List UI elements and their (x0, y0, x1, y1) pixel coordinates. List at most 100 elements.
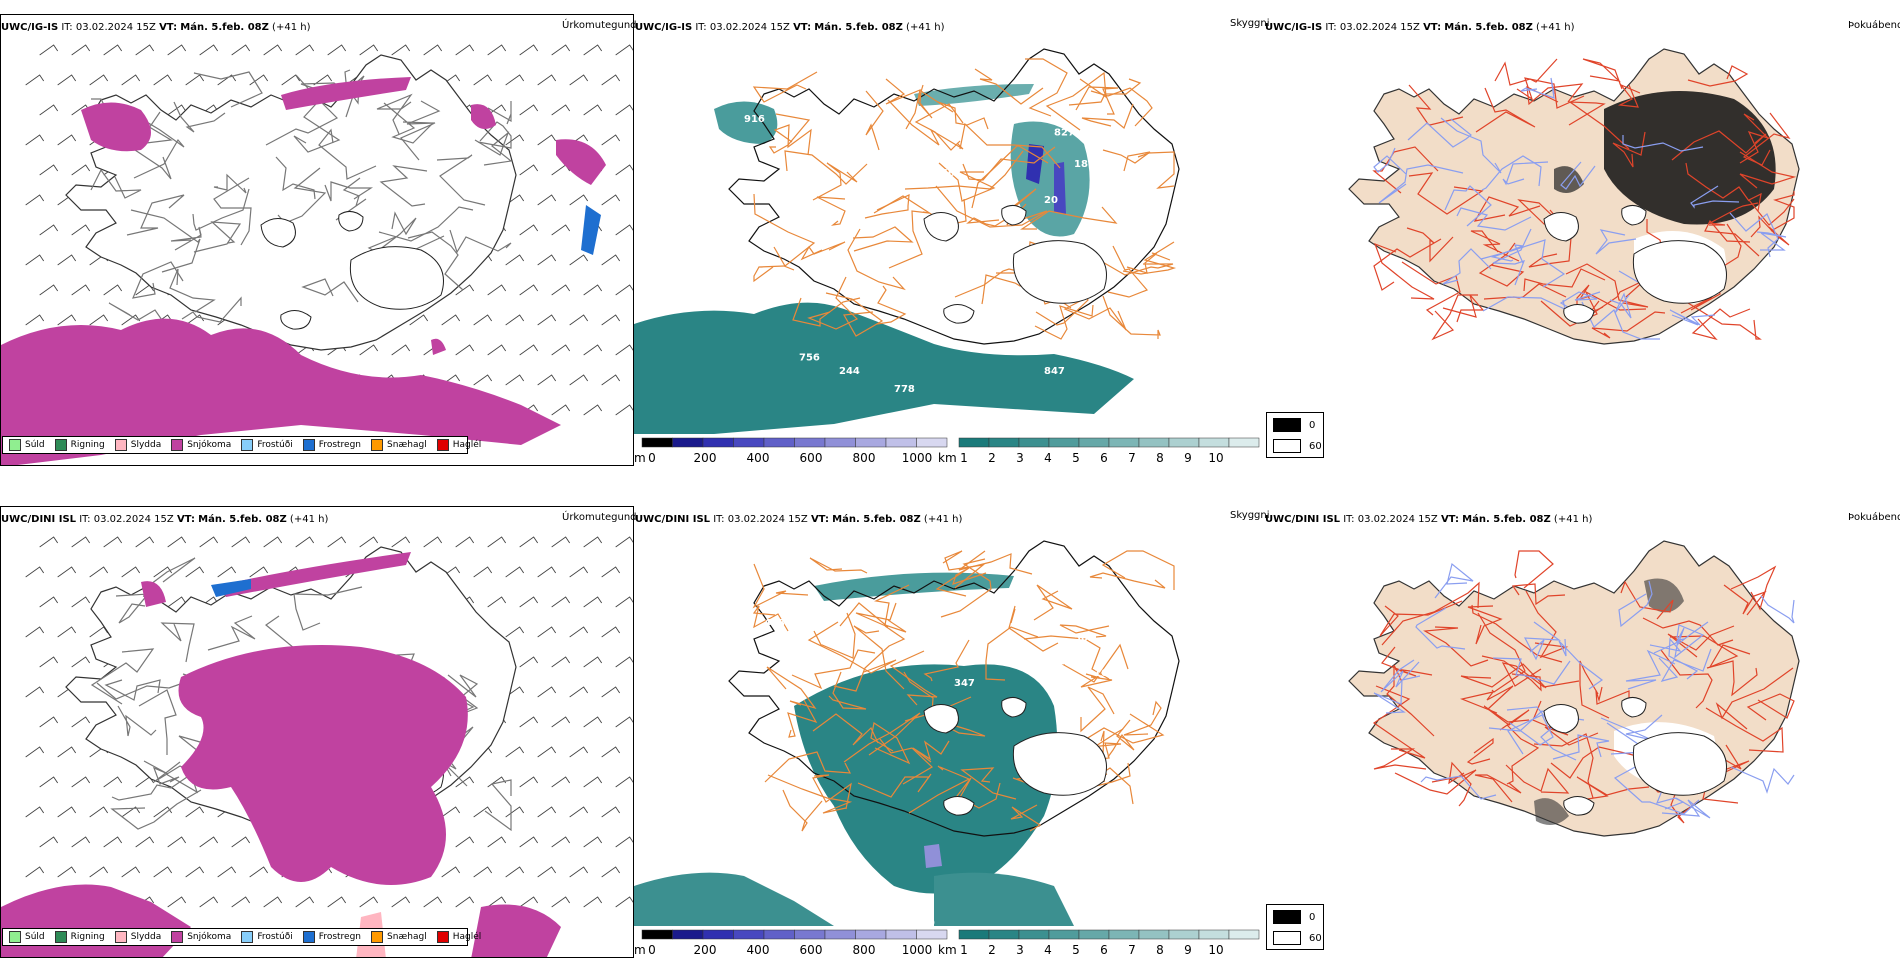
panel-title: Skyggni (1230, 510, 1270, 521)
scale-swatch (824, 929, 856, 940)
legend-swatch (114, 439, 127, 451)
lead-time: (+41 h) (1553, 514, 1593, 525)
model-name: UWC/IG-IS (1, 22, 59, 33)
scale-swatch (1168, 929, 1200, 940)
vt-label: VT: (159, 22, 178, 33)
fog-legend-item: 60 (1273, 931, 1322, 945)
snow-area (178, 645, 468, 885)
legend-label: Slydda (130, 932, 162, 942)
low-visibility-area (634, 302, 1134, 434)
fog-legend-swatch (1273, 910, 1301, 924)
scale-tick-label: 2 (988, 943, 996, 957)
visibility-value-label: 160 (1094, 668, 1115, 679)
scale-swatch (958, 929, 990, 940)
visibility-value-label: 778 (894, 384, 915, 395)
legend-label: Rigning (70, 440, 105, 450)
visibility-value-label: 847 (1044, 366, 1065, 377)
legend-swatch (371, 931, 384, 943)
visibility-scale: 0 200 400 600 800 1000 m km 1 2 3 4 5 6 7 8 9 10 (634, 437, 1260, 465)
fog-legend-label: 60 (1309, 440, 1322, 452)
legend-item: Haglél (436, 931, 481, 943)
snow-area (221, 552, 411, 597)
legend-label: Snæhagl (387, 932, 427, 942)
scale-swatch (916, 929, 948, 940)
scale-tick-label: 10 (1208, 451, 1223, 465)
scale-tick-label: 3 (1016, 943, 1024, 957)
fog-legend-label: 0 (1309, 911, 1316, 923)
scale-swatch (885, 437, 917, 448)
legend-swatch (241, 931, 254, 943)
legend-swatch (54, 439, 67, 451)
it-label: IT: (1325, 22, 1337, 33)
scale-swatch (1138, 437, 1170, 448)
scale-tick-label: 4 (1044, 451, 1052, 465)
scale-tick-label: 6 (1100, 943, 1108, 957)
scale-tick-label: 2 (988, 451, 996, 465)
scale-tick-label: 200 (694, 943, 717, 957)
precip-map (1, 536, 633, 957)
scale-unit-km: km (938, 451, 957, 465)
scale-swatch (1078, 929, 1110, 940)
road-network (752, 550, 1175, 832)
scale-swatch (855, 929, 887, 940)
legend-label: Haglél (452, 440, 482, 450)
legend-label: Frostregn (318, 440, 362, 450)
lead-time: (+41 h) (906, 22, 945, 33)
legend-item: Rigning (54, 931, 105, 943)
scale-tick-label: 8 (1156, 943, 1164, 957)
legend-swatch (9, 439, 21, 451)
visibility-value-label: 827 (1054, 128, 1075, 139)
scale-tick-label: 400 (747, 451, 770, 465)
legend-swatch (302, 439, 315, 451)
legend-item: Súld (9, 439, 45, 451)
fog-area (1534, 798, 1569, 825)
visibility-value-label: 756 (799, 353, 820, 364)
glacier-outlines (923, 205, 1107, 324)
it-value: 03.02.2024 15Z (727, 514, 808, 525)
fog-area (1644, 578, 1684, 613)
vt-value: Mán. 5.feb. 08Z (198, 514, 287, 525)
legend-swatch (436, 439, 449, 451)
legend-item: Frostúði (241, 931, 293, 943)
legend-label: Frostúði (257, 440, 293, 450)
legend-item: Snjókoma (171, 439, 231, 451)
legend-label: Rigning (70, 932, 105, 942)
fog-visibility-area (924, 844, 942, 868)
legend-item: Frostregn (302, 439, 362, 451)
scale-swatch (1228, 929, 1260, 940)
visibility-value-label: 916 (744, 114, 765, 125)
legend-item: Snæhagl (371, 931, 427, 943)
scale-tick-label: 1000 (902, 943, 933, 957)
lead-time: (+41 h) (1536, 22, 1575, 33)
visibility-panel: 468 347 509 160 130 555 847 706 860 921 (634, 506, 1264, 926)
snow-area (281, 77, 411, 110)
fog-visibility-area (1054, 162, 1066, 214)
legend-item: Slydda (114, 439, 161, 451)
panel-header: UWC/IG-IS IT: 03.02.2024 15Z VT: Mán. 5.… (635, 22, 944, 33)
precip-legend: Súld Rigning Slydda Snjókoma Frostúði Frostre… (2, 928, 481, 946)
panel-header: UWC/IG-IS IT: 03.02.2024 15Z VT: Mán. 5.… (1, 22, 310, 33)
scale-tick-label: 600 (800, 451, 823, 465)
visibility-value-label: 18 (1074, 159, 1088, 170)
legend-swatch (241, 439, 254, 451)
scale-swatch (763, 929, 795, 940)
scale-swatch (794, 929, 826, 940)
scale-tick-label: 9 (1184, 451, 1192, 465)
scale-swatch (641, 929, 673, 940)
it-value: 03.02.2024 15Z (709, 22, 790, 33)
fog-legend: 0 60 (1266, 412, 1324, 458)
scale-swatch (1048, 437, 1080, 448)
scale-tick-label: 10 (1208, 943, 1223, 957)
scale-tick-label: 7 (1128, 451, 1136, 465)
scale-swatch (855, 437, 887, 448)
lead-time: (+41 h) (289, 514, 329, 525)
scale-swatch (672, 437, 704, 448)
fog-index-panel (1264, 14, 1900, 454)
legend-swatch (302, 931, 315, 943)
fog-legend-item: 60 (1273, 439, 1322, 453)
scale-tick-label: 6 (1100, 451, 1108, 465)
scale-swatch (1198, 437, 1230, 448)
visibility-scale: 0 200 400 600 800 1000 m km 1 2 3 4 5 6 7 8 9 10 (634, 929, 1260, 957)
scale-tick-label: 800 (853, 943, 876, 957)
low-visibility-area (714, 101, 778, 144)
